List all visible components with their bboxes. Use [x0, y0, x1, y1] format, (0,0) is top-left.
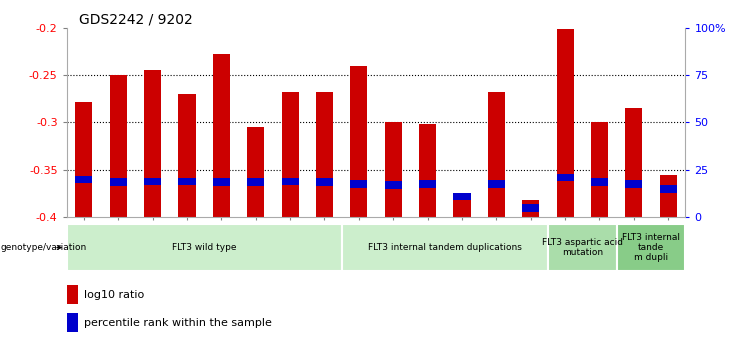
Bar — [625, 180, 642, 188]
Text: FLT3 aspartic acid
mutation: FLT3 aspartic acid mutation — [542, 238, 622, 257]
Bar — [282, 177, 299, 185]
Bar — [522, 200, 539, 217]
Bar — [591, 178, 608, 186]
Bar — [350, 66, 368, 217]
Bar — [419, 124, 436, 217]
Bar — [213, 54, 230, 217]
Bar — [110, 178, 127, 186]
Bar — [144, 177, 162, 185]
Text: FLT3 wild type: FLT3 wild type — [172, 243, 236, 252]
Bar — [67, 224, 342, 271]
Bar — [76, 176, 93, 183]
Bar — [453, 193, 471, 200]
Bar — [591, 122, 608, 217]
Bar — [144, 70, 162, 217]
Bar — [67, 285, 78, 304]
Bar — [659, 175, 677, 217]
Bar — [488, 180, 505, 188]
Bar — [179, 94, 196, 217]
Bar — [282, 92, 299, 217]
Bar — [625, 108, 642, 217]
Bar — [556, 29, 574, 217]
Bar — [488, 92, 505, 217]
Bar — [556, 174, 574, 181]
Bar — [659, 185, 677, 193]
Bar — [213, 178, 230, 186]
Bar — [179, 177, 196, 185]
Bar — [350, 180, 368, 188]
Text: percentile rank within the sample: percentile rank within the sample — [84, 317, 273, 327]
Bar — [385, 181, 402, 189]
Bar — [67, 313, 78, 332]
Bar — [110, 75, 127, 217]
Bar — [385, 122, 402, 217]
Text: GDS2242 / 9202: GDS2242 / 9202 — [79, 12, 193, 27]
Bar — [316, 92, 333, 217]
Bar — [247, 127, 265, 217]
Bar — [617, 224, 685, 271]
Bar — [76, 101, 93, 217]
Text: FLT3 internal tandem duplications: FLT3 internal tandem duplications — [368, 243, 522, 252]
Bar — [453, 196, 471, 217]
Bar — [247, 178, 265, 186]
Text: genotype/variation: genotype/variation — [1, 243, 87, 252]
Text: FLT3 internal
tande
m dupli: FLT3 internal tande m dupli — [622, 233, 680, 263]
Bar — [522, 204, 539, 212]
Bar — [316, 178, 333, 186]
Text: log10 ratio: log10 ratio — [84, 290, 144, 300]
Bar — [548, 224, 617, 271]
Bar — [419, 180, 436, 188]
Bar — [342, 224, 548, 271]
